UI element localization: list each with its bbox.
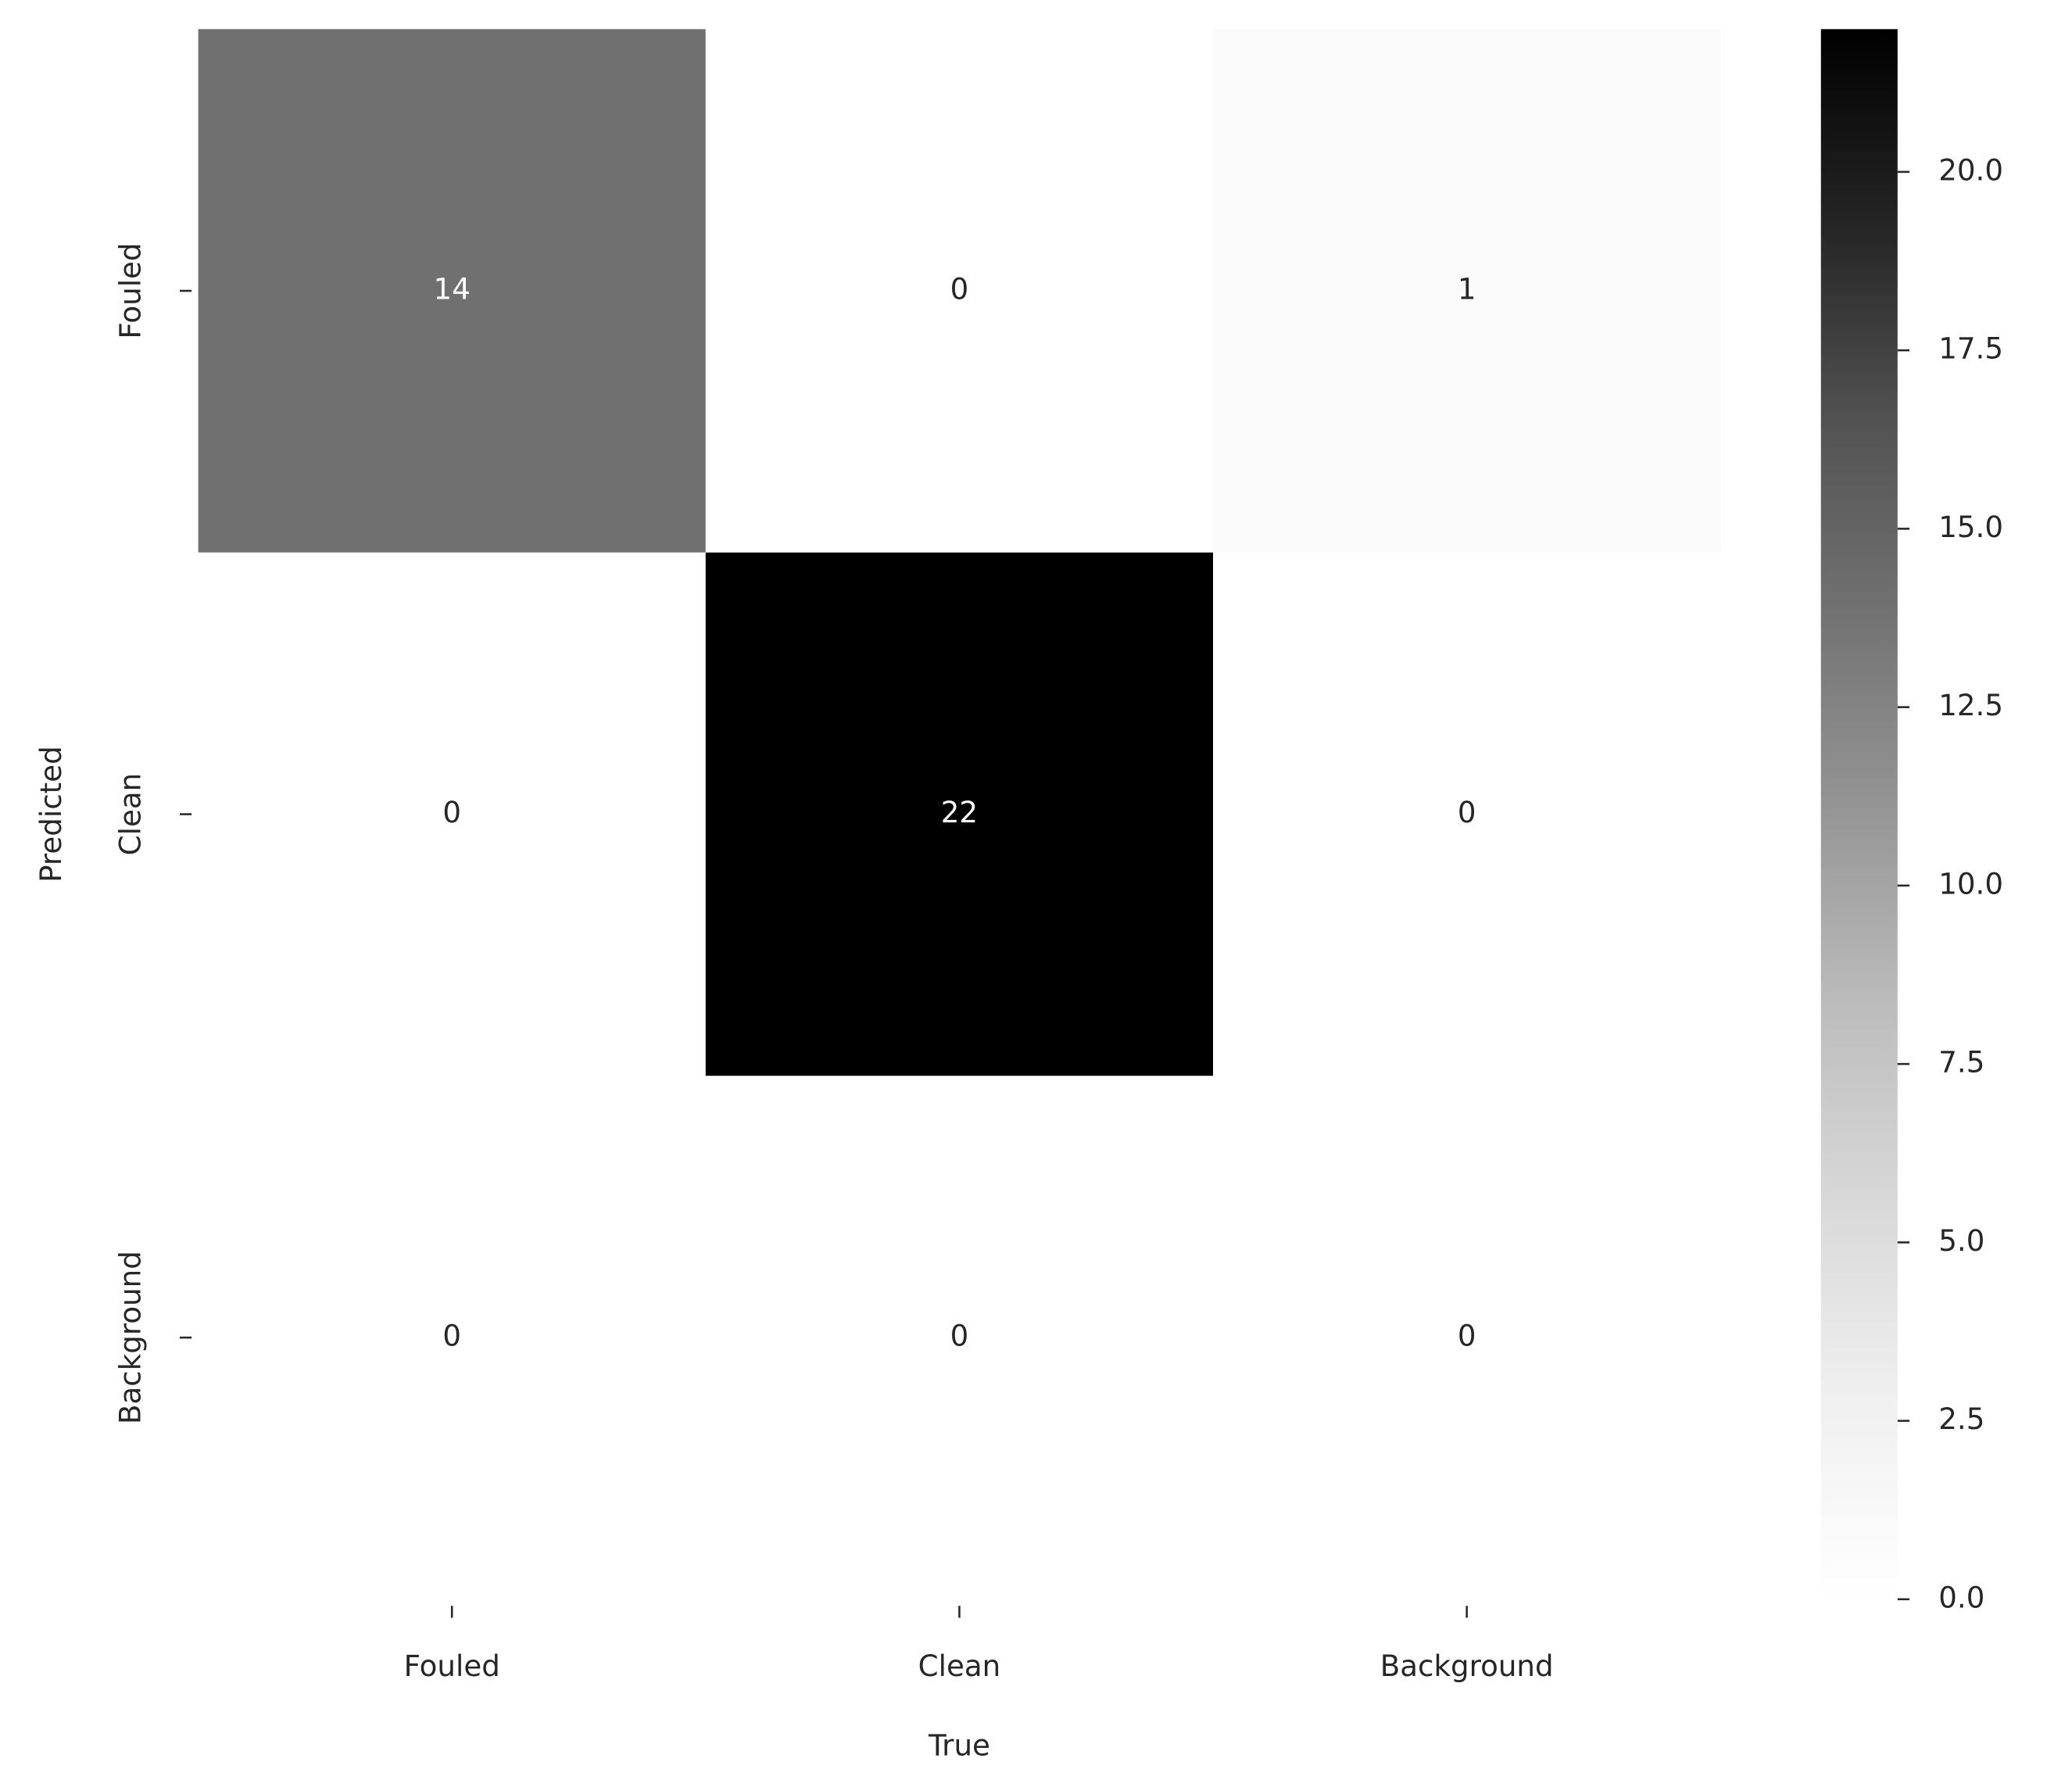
x-tick-label: Background (1380, 1649, 1554, 1683)
colorbar-tick-label: 0.0 (1938, 1580, 1984, 1614)
colorbar-tick-label: 10.0 (1938, 866, 2003, 901)
cell (705, 1076, 1214, 1599)
x-tick-label: Fouled (404, 1649, 500, 1683)
y-tick-label: Clean (113, 773, 148, 856)
colorbar-tick-label: 12.5 (1938, 688, 2003, 722)
cell-label: 0 (950, 272, 969, 306)
cell-label: 22 (941, 795, 978, 829)
colorbar-tick-label: 5.0 (1938, 1223, 1984, 1258)
cell-label: 0 (950, 1319, 969, 1353)
cell (198, 552, 706, 1076)
colorbar-tick-label: 15.0 (1938, 510, 2003, 544)
cell-label: 0 (442, 795, 461, 829)
x-axis-label: True (928, 1728, 990, 1763)
colorbar-tick-label: 20.0 (1938, 152, 2003, 187)
cell-label: 14 (434, 272, 471, 306)
y-axis-label: Predicted (34, 746, 68, 883)
y-tick-label: Fouled (113, 242, 148, 338)
colorbar-tick-label: 17.5 (1938, 331, 2003, 366)
cell-label: 1 (1458, 272, 1476, 306)
colorbar (1820, 29, 1898, 1599)
y-tick-label: Background (113, 1251, 148, 1424)
cell (1213, 1076, 1721, 1599)
colorbar-tick-label: 2.5 (1938, 1402, 1984, 1436)
cell-label: 0 (442, 1319, 461, 1353)
colorbar-tick-label: 7.5 (1938, 1045, 1984, 1080)
cell (1213, 552, 1721, 1076)
cell (198, 29, 706, 553)
cell-label: 0 (1458, 795, 1476, 829)
x-tick-label: Clean (918, 1649, 1001, 1683)
cell (705, 552, 1214, 1076)
cell (198, 1076, 706, 1599)
cell (1213, 29, 1721, 553)
cell (705, 29, 1214, 553)
cell-label: 0 (1458, 1319, 1476, 1353)
